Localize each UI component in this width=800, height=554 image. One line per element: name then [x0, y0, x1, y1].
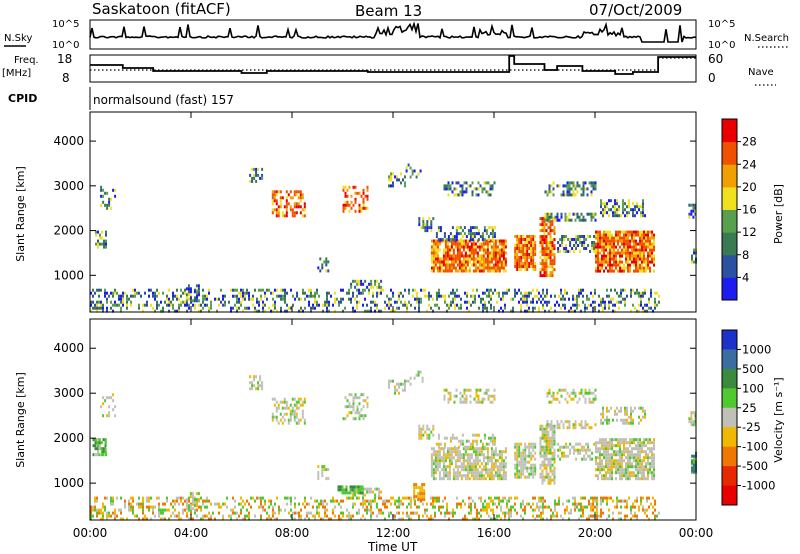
- colorbar-swatch: [722, 427, 737, 448]
- colorbar-tick-label: 12: [742, 225, 757, 239]
- colorbar-tick-label: 20: [742, 180, 757, 194]
- power-scatter: [90, 163, 697, 313]
- colorbar-swatch: [722, 388, 737, 409]
- colorbar-tick-label: 25: [742, 401, 757, 415]
- colorbar-tick-label: 4: [742, 270, 749, 284]
- colorbar-swatch: [722, 141, 737, 165]
- noise-left-label: N.Sky: [4, 33, 32, 44]
- velocity-colorbar-label: Velocity [m s⁻¹]: [772, 377, 785, 462]
- noise-right-tick-bottom: 10^0: [708, 40, 735, 51]
- freq-left-tick-bottom: 8: [62, 71, 70, 85]
- power-colorbar: 4 8 12 16 20 24 28: [721, 118, 757, 301]
- x-tick-label: 00:00: [73, 526, 108, 540]
- colorbar-tick-label: -1000: [742, 479, 775, 493]
- colorbar-tick-label: 24: [742, 157, 757, 171]
- y-tick-label: 2000: [53, 431, 84, 445]
- frequency-panel: Freq. [MHz] 18 8 60 0 Nave: [2, 52, 776, 86]
- colorbar-swatch: [722, 186, 737, 210]
- colorbar-swatch: [722, 254, 737, 278]
- x-tick-label: 16:00: [477, 526, 512, 540]
- noise-sky-trace: [89, 21, 697, 43]
- colorbar-tick-label: 1000: [742, 342, 771, 356]
- noise-left-tick-top: 10^5: [52, 19, 79, 30]
- cpid-label: CPID: [8, 92, 37, 105]
- x-tick-label: 00:00: [679, 526, 714, 540]
- colorbar-swatch: [722, 164, 737, 188]
- colorbar-swatch: [722, 485, 737, 506]
- velocity-colorbar: 1000 500 100 25 -25 -100 -500 -1000: [721, 329, 775, 506]
- x-axis-title: Time UT: [367, 540, 418, 554]
- beam-title: Beam 13: [355, 2, 422, 20]
- power-panel: 1000 2000 3000 4000 Slant Range [km] 4 8 12 16…: [14, 111, 785, 313]
- x-tick-label: 04:00: [174, 526, 209, 540]
- colorbar-swatch: [722, 407, 737, 428]
- colorbar-swatch: [722, 330, 737, 350]
- freq-right-tick-top: 60: [708, 52, 723, 66]
- freq-label-line1: Freq.: [14, 55, 39, 66]
- colorbar-tick-label: -25: [742, 420, 761, 434]
- colorbar-tick-label: -500: [742, 459, 768, 473]
- nave-trace: [90, 57, 696, 71]
- date-title: 07/Oct/2009: [589, 1, 682, 19]
- colorbar-swatch: [722, 209, 737, 233]
- colorbar-swatch: [722, 368, 737, 389]
- y-tick-label: 3000: [53, 179, 84, 193]
- noise-panel: N.Sky 10^5 10^0 10^5 10^0 N.Search: [4, 19, 790, 51]
- colorbar-swatch: [722, 277, 737, 301]
- colorbar-swatch: [722, 349, 737, 370]
- x-axis: 00:00 04:00 08:00 12:00 16:00 20:00 00:00: [73, 112, 714, 540]
- colorbar-tick-label: -100: [742, 440, 768, 454]
- colorbar-tick-label: 28: [742, 135, 757, 149]
- freq-label-line2: [MHz]: [2, 68, 31, 79]
- velocity-ylabel: Slant Range [km]: [14, 372, 27, 468]
- freq-right-tick-bottom: 0: [708, 71, 716, 85]
- y-tick-label: 3000: [53, 386, 84, 400]
- noise-left-tick-bottom: 10^0: [52, 40, 79, 51]
- colorbar-tick-label: 16: [742, 203, 757, 217]
- x-tick-label: 12:00: [376, 526, 411, 540]
- cpid-text: normalsound (fast) 157: [93, 93, 234, 107]
- y-tick-label: 1000: [53, 476, 84, 490]
- frequency-trace: [90, 55, 696, 75]
- colorbar-tick-label: 100: [742, 381, 764, 395]
- x-tick-label: 20:00: [578, 526, 613, 540]
- colorbar-tick-label: 8: [742, 248, 749, 262]
- noise-right-tick-top: 10^5: [708, 19, 735, 30]
- colorbar-swatch: [722, 446, 737, 467]
- y-tick-label: 4000: [53, 134, 84, 148]
- colorbar-swatch: [722, 119, 737, 143]
- power-colorbar-label: Power [dB]: [772, 184, 785, 244]
- noise-right-label: N.Search: [744, 33, 789, 44]
- velocity-scatter: [90, 370, 697, 521]
- station-title: Saskatoon (fitACF): [92, 0, 231, 18]
- nave-label: Nave: [748, 67, 774, 78]
- y-tick-label: 2000: [53, 224, 84, 238]
- x-tick-label: 08:00: [275, 526, 310, 540]
- y-tick-label: 1000: [53, 268, 84, 282]
- colorbar-swatch: [722, 232, 737, 256]
- power-ylabel: Slant Range [km]: [14, 166, 27, 262]
- colorbar-swatch: [722, 466, 737, 487]
- velocity-panel: 1000 2000 3000 4000 Slant Range [km] 1000 50…: [14, 318, 785, 521]
- colorbar-tick-label: 500: [742, 362, 764, 376]
- freq-left-tick-top: 18: [57, 52, 72, 66]
- y-tick-label: 4000: [53, 341, 84, 355]
